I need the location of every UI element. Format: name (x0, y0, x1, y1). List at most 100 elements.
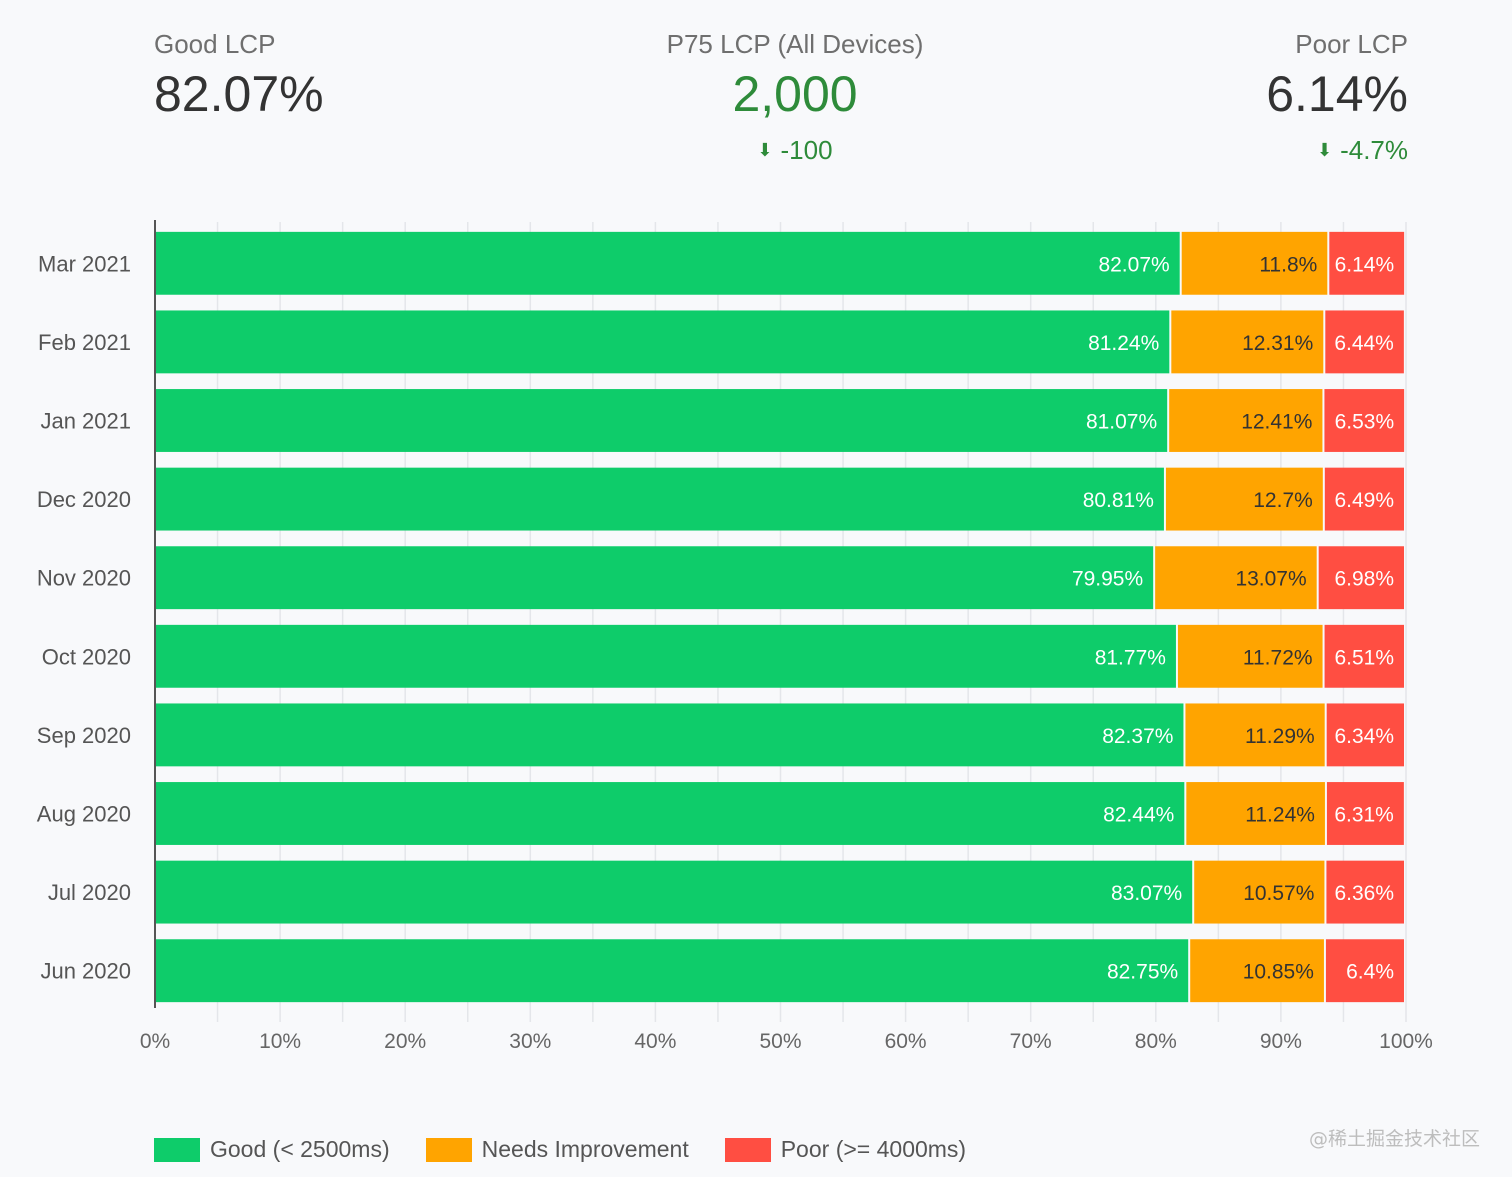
kpi-p75-delta-value: -100 (780, 135, 833, 165)
bar-segment-group: 11.24% (1186, 782, 1325, 845)
legend-swatch-poor (724, 1137, 771, 1162)
bar-segment-group: 82.07% (155, 231, 1180, 295)
kpi-good-label: Good LCP (154, 29, 276, 59)
bar-poor (1318, 546, 1404, 610)
bar-poor (1325, 939, 1404, 1003)
bar-segment-group: 10.57% (1194, 860, 1325, 924)
bar-value-label: 81.07% (1086, 411, 1157, 434)
bar-needs-improvement (1165, 467, 1323, 531)
bar-needs-improvement (1169, 389, 1323, 452)
bar-segment-group: 81.07% (155, 389, 1168, 452)
bar-good (155, 467, 1164, 531)
bar-needs-improvement (1171, 310, 1324, 374)
bar-segment-group: 12.7% (1165, 467, 1323, 531)
x-tick-label: 100% (1379, 1030, 1433, 1053)
bar-value-label: 82.37% (1102, 725, 1173, 748)
bar-poor (1324, 624, 1404, 688)
bar-value-label: 82.07% (1098, 253, 1169, 276)
kpi-p75-delta: ⬇ -100 (660, 134, 930, 166)
legend-item-good[interactable]: Good (< 2500ms) (154, 1136, 390, 1163)
bar-poor (1324, 467, 1404, 531)
bar-value-label: 79.95% (1072, 568, 1143, 591)
x-tick-label: 10% (259, 1030, 301, 1053)
kpi-poor-delta: ⬇ -4.7% (1266, 134, 1408, 166)
legend-swatch-needs-improvement (425, 1137, 472, 1162)
bar-segment-group: 6.31% (1326, 782, 1404, 845)
bar-good (155, 310, 1170, 374)
y-category-label: Dec 2020 (37, 487, 131, 512)
bar-value-label: 6.31% (1334, 804, 1394, 827)
bar-segment-group: 82.37% (155, 703, 1184, 767)
bar-value-label: 12.7% (1253, 489, 1313, 512)
bar-needs-improvement (1194, 860, 1325, 924)
bar-segment-group: 13.07% (1155, 546, 1317, 610)
kpi-poor-delta-value: -4.7% (1340, 135, 1408, 165)
bar-segment-group: 11.29% (1185, 703, 1325, 767)
bar-poor (1325, 310, 1404, 374)
legend-swatch-good (154, 1137, 200, 1162)
x-tick-label: 20% (384, 1030, 426, 1053)
legend-label-needs-improvement: Needs Improvement (481, 1136, 689, 1162)
bar-needs-improvement (1190, 939, 1324, 1003)
bar-value-label: 6.98% (1334, 568, 1394, 591)
bar-segment-group: 6.51% (1324, 624, 1404, 688)
y-category-label: Oct 2020 (42, 644, 131, 669)
x-tick-label: 90% (1260, 1030, 1302, 1053)
bar-needs-improvement (1155, 546, 1317, 610)
bar-segment-group: 83.07% (155, 860, 1193, 924)
bar-value-label: 13.07% (1235, 568, 1306, 591)
legend: Good (< 2500ms) Needs Improvement Poor (… (154, 1136, 1002, 1163)
bar-value-label: 82.75% (1107, 961, 1178, 984)
bar-good (155, 389, 1168, 452)
bar-segment-group: 10.85% (1190, 939, 1324, 1003)
y-category-label: Jun 2020 (40, 959, 131, 984)
bar-segment-group: 11.72% (1177, 624, 1323, 688)
bar-needs-improvement (1185, 703, 1325, 767)
bar-poor (1326, 860, 1404, 924)
bar-poor (1329, 231, 1405, 295)
bar-value-label: 6.53% (1335, 411, 1395, 434)
bar-segment-group: 82.75% (155, 939, 1189, 1003)
bar-value-label: 12.31% (1242, 332, 1313, 355)
legend-label-good: Good (< 2500ms) (210, 1136, 390, 1162)
bar-segment-group: 6.34% (1326, 703, 1404, 767)
bar-good (155, 939, 1189, 1003)
bar-segment-group: 6.14% (1329, 231, 1405, 295)
bar-good (155, 546, 1154, 610)
arrow-down-icon: ⬇ (757, 140, 773, 160)
bar-segment-group: 6.36% (1326, 860, 1404, 924)
bar-value-label: 81.24% (1088, 332, 1159, 355)
bar-value-label: 6.14% (1335, 253, 1395, 276)
x-tick-label: 60% (885, 1030, 927, 1053)
x-tick-label: 40% (634, 1030, 676, 1053)
x-tick-label: 30% (509, 1030, 551, 1053)
bar-value-label: 11.24% (1245, 804, 1315, 827)
kpi-poor-label: Poor LCP (1295, 29, 1408, 59)
y-category-label: Sep 2020 (37, 723, 131, 748)
bar-value-label: 10.57% (1243, 882, 1314, 905)
bar-segment-group: 82.44% (155, 782, 1185, 845)
bar-segment-group: 12.41% (1169, 389, 1323, 452)
bar-segment-group: 11.8% (1181, 231, 1328, 295)
bar-segment-group: 81.24% (155, 310, 1170, 374)
y-category-label: Mar 2021 (38, 251, 131, 276)
legend-item-poor[interactable]: Poor (>= 4000ms) (724, 1136, 966, 1163)
y-category-label: Aug 2020 (37, 802, 131, 827)
x-tick-label: 70% (1010, 1030, 1052, 1053)
bar-value-label: 82.44% (1103, 804, 1174, 827)
bar-value-label: 11.29% (1245, 725, 1315, 748)
bar-good (155, 782, 1185, 845)
bar-value-label: 6.34% (1334, 725, 1394, 748)
legend-item-needs-improvement[interactable]: Needs Improvement (425, 1136, 689, 1163)
bar-needs-improvement (1186, 782, 1325, 845)
y-category-label: Nov 2020 (37, 566, 131, 591)
bar-value-label: 6.44% (1334, 332, 1394, 355)
x-tick-label: 50% (759, 1030, 801, 1053)
kpi-p75-label: P75 LCP (All Devices) (666, 29, 924, 59)
bar-segment-group: 12.31% (1171, 310, 1324, 374)
kpi-good-lcp: Good LCP 82.07% (154, 28, 324, 124)
bar-value-label: 12.41% (1241, 411, 1312, 434)
bar-good (155, 231, 1180, 295)
bar-value-label: 6.49% (1334, 489, 1394, 512)
bar-value-label: 11.8% (1259, 253, 1317, 276)
